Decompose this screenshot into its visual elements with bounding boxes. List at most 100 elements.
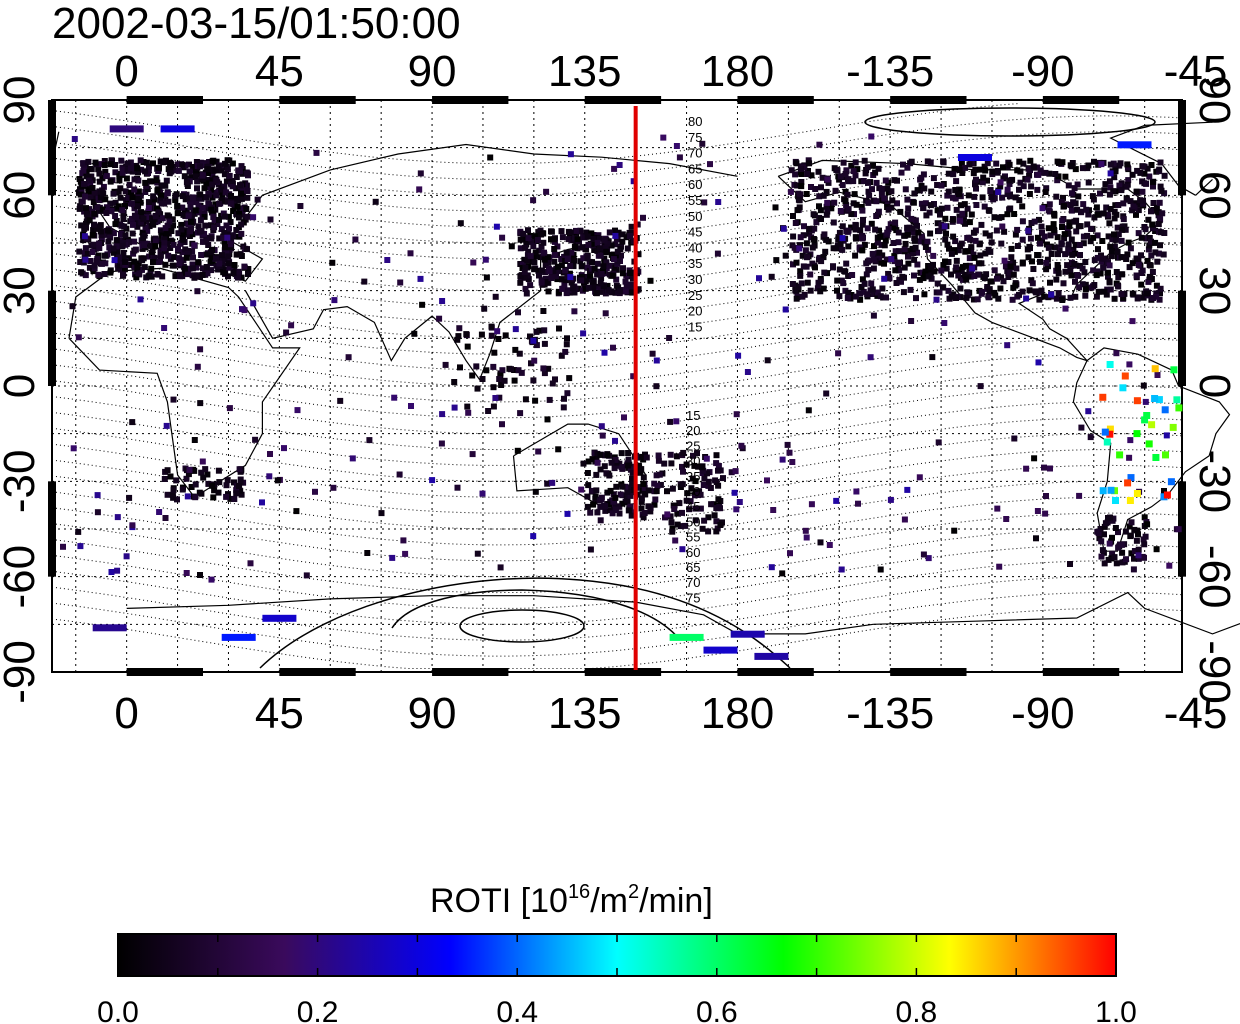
roti-cell xyxy=(1055,270,1062,277)
roti-cell xyxy=(177,240,184,247)
roti-cell xyxy=(112,221,119,228)
roti-cell xyxy=(215,467,222,474)
roti-cell xyxy=(536,247,543,254)
roti-cell xyxy=(942,236,949,243)
roti-cell xyxy=(540,308,547,314)
roti-cell xyxy=(815,168,822,175)
roti-cell xyxy=(604,452,611,459)
roti-cell xyxy=(141,242,148,249)
roti-cell xyxy=(861,157,868,164)
roti-cell xyxy=(250,300,257,307)
roti-cell xyxy=(155,259,162,265)
roti-cell xyxy=(281,445,287,452)
lon-tick-bottom: 180 xyxy=(701,689,774,738)
roti-cell xyxy=(1080,240,1087,247)
roti-cell xyxy=(1058,199,1065,205)
roti-cell xyxy=(865,199,872,206)
roti-cell xyxy=(630,373,637,380)
roti-cell xyxy=(1135,546,1142,553)
roti-cell xyxy=(517,279,524,286)
roti-cell xyxy=(920,204,927,211)
roti-cell xyxy=(1041,464,1047,471)
roti-cell xyxy=(241,263,248,270)
roti-cell xyxy=(971,193,978,200)
roti-cell xyxy=(907,286,914,293)
roti-cell xyxy=(244,246,250,253)
roti-cell xyxy=(768,273,775,280)
mlat-contour xyxy=(51,480,1183,546)
roti-cell xyxy=(598,275,605,281)
roti-cell xyxy=(807,287,814,294)
roti-cell xyxy=(530,197,537,204)
roti-cell xyxy=(860,178,867,184)
roti-cell xyxy=(174,202,181,209)
roti-cell xyxy=(294,407,301,414)
roti-cell xyxy=(585,482,592,489)
roti-cell xyxy=(895,239,902,246)
roti-cell xyxy=(1155,250,1162,257)
roti-cell xyxy=(417,170,424,177)
roti-cell xyxy=(534,237,541,243)
roti-cell xyxy=(101,162,108,169)
roti-cell xyxy=(167,473,174,480)
roti-cell xyxy=(89,249,96,255)
roti-cell xyxy=(945,287,952,294)
roti-cell xyxy=(1109,517,1116,524)
roti-cell xyxy=(973,176,979,183)
roti-cell xyxy=(499,421,505,428)
roti-cell xyxy=(1067,268,1074,274)
roti-cell xyxy=(985,207,992,214)
roti-cell xyxy=(208,235,215,242)
roti-cell xyxy=(548,228,554,235)
roti-cell xyxy=(602,503,609,510)
roti-cell xyxy=(792,220,799,226)
roti-cell xyxy=(720,475,726,482)
roti-cell xyxy=(125,255,132,262)
roti-cell xyxy=(1016,158,1023,165)
roti-cell xyxy=(797,268,804,275)
roti-cell xyxy=(1138,234,1145,241)
roti-cell xyxy=(873,179,880,186)
roti-cell xyxy=(701,475,708,482)
roti-cell xyxy=(1036,296,1043,303)
roti-cell xyxy=(788,167,795,174)
roti-cell xyxy=(987,188,994,195)
roti-cell xyxy=(1113,236,1119,243)
roti-cell xyxy=(944,192,951,199)
roti-cell xyxy=(628,229,635,236)
roti-cell xyxy=(1093,204,1100,211)
roti-cell xyxy=(797,272,804,279)
roti-cell xyxy=(1123,183,1130,190)
roti-cell xyxy=(597,252,604,259)
roti-cell xyxy=(1106,361,1114,368)
roti-cell xyxy=(587,546,594,553)
roti-cell xyxy=(674,521,681,528)
roti-cell xyxy=(618,464,625,470)
roti-cell xyxy=(1101,288,1108,295)
roti-cell xyxy=(199,204,206,211)
roti-cell xyxy=(896,267,903,274)
roti-cell xyxy=(224,198,231,205)
roti-cell xyxy=(496,394,503,401)
roti-cell xyxy=(799,252,806,259)
roti-cell xyxy=(667,418,674,425)
roti-cell xyxy=(692,505,699,512)
roti-cell xyxy=(653,488,660,495)
roti-cell xyxy=(497,564,504,571)
roti-cell xyxy=(1099,547,1106,554)
mlat-contour xyxy=(51,103,1020,165)
roti-cell xyxy=(1131,555,1137,562)
roti-cell xyxy=(521,269,528,276)
roti-cell xyxy=(419,301,426,308)
roti-cell xyxy=(126,182,133,188)
roti-cell xyxy=(107,234,114,241)
roti-cell xyxy=(482,256,489,263)
roti-cell xyxy=(456,325,463,332)
roti-cell xyxy=(966,255,973,262)
roti-cell xyxy=(548,271,555,278)
roti-cell xyxy=(614,258,621,265)
roti-cell xyxy=(974,296,981,303)
roti-cell xyxy=(559,234,566,241)
roti-cell xyxy=(198,252,205,258)
roti-cell xyxy=(165,198,172,205)
